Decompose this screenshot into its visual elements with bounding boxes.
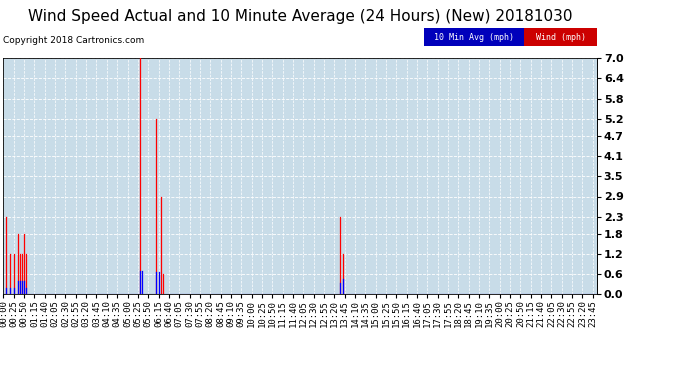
Text: Wind (mph): Wind (mph) (535, 33, 586, 42)
Text: Wind Speed Actual and 10 Minute Average (24 Hours) (New) 20181030: Wind Speed Actual and 10 Minute Average … (28, 9, 573, 24)
Text: 10 Min Avg (mph): 10 Min Avg (mph) (435, 33, 514, 42)
Text: Copyright 2018 Cartronics.com: Copyright 2018 Cartronics.com (3, 36, 145, 45)
